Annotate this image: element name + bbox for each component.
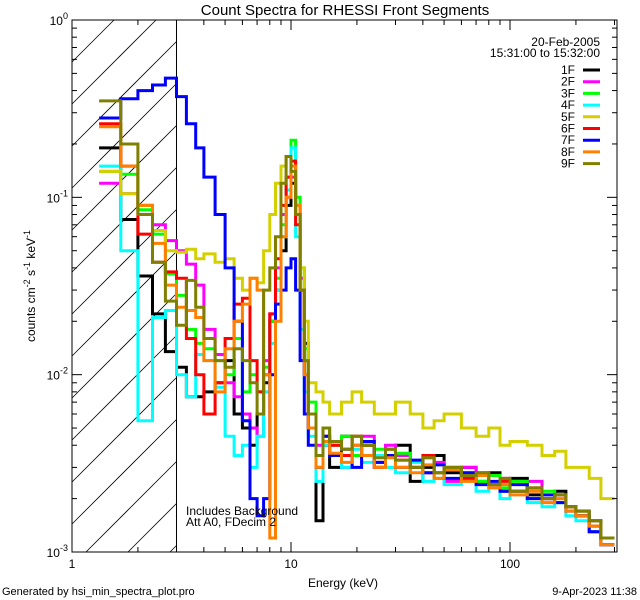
x-tick-label: 10: [284, 557, 298, 571]
legend-label-7F: 7F: [561, 133, 575, 147]
hatch-line: [71, 335, 177, 441]
series-line-9F: [99, 99, 615, 540]
hatch-line: [71, 83, 177, 189]
legend-label-3F: 3F: [561, 86, 575, 100]
legend-label-9F: 9F: [561, 157, 575, 171]
hatch-line: [71, 419, 177, 525]
legend-label-6F: 6F: [561, 122, 575, 136]
axes: 1 10 100 100 10-1 10-2 10-3: [47, 11, 618, 571]
annotation-attenuator: Att A0, FDecim 2: [186, 515, 276, 529]
hatch-line: [71, 209, 177, 315]
x-tick-label: 1: [69, 557, 76, 571]
series-group: [99, 76, 615, 547]
y-tick-label: 10-3: [47, 543, 68, 560]
legend: 20-Feb-2005 15:31:00 to 15:32:00 1F2F3F4…: [490, 35, 600, 171]
y-tick-label: 100: [50, 11, 68, 28]
legend-label-2F: 2F: [561, 75, 575, 89]
hatch-line: [71, 251, 177, 357]
legend-date: 20-Feb-2005: [531, 35, 600, 49]
hatch-line: [71, 19, 157, 105]
x-axis-label: Energy (keV): [308, 576, 378, 590]
annotation-background: Includes Background: [186, 504, 298, 518]
legend-label-8F: 8F: [561, 145, 575, 159]
legend-label-5F: 5F: [561, 110, 575, 124]
series-line-5F: [99, 155, 615, 501]
hatch-line: [85, 461, 177, 553]
x-tick-label: 100: [500, 557, 520, 571]
legend-time-range: 15:31:00 to 15:32:00: [490, 46, 600, 60]
y-axis-label: counts cm-2 s-1 keV-1: [22, 230, 38, 342]
hatch-line: [71, 19, 115, 63]
footer-timestamp: 9-Apr-2023 11:38: [552, 586, 637, 598]
hatch-line: [71, 125, 177, 231]
y-tick-label: 10-1: [47, 188, 68, 205]
legend-label-1F: 1F: [561, 63, 575, 77]
footer-generated-by: Generated by hsi_min_spectra_plot.pro: [2, 586, 195, 598]
hatch-line: [127, 503, 177, 553]
hatch-line: [169, 545, 177, 553]
hatch-line: [71, 41, 177, 147]
y-tick-label: 10-2: [47, 366, 68, 383]
chart-title: Count Spectra for RHESSI Front Segments: [201, 2, 489, 19]
hatch-line: [71, 293, 177, 399]
legend-label-4F: 4F: [561, 98, 575, 112]
hatch-line: [71, 377, 177, 483]
plot-frame: [71, 19, 618, 553]
